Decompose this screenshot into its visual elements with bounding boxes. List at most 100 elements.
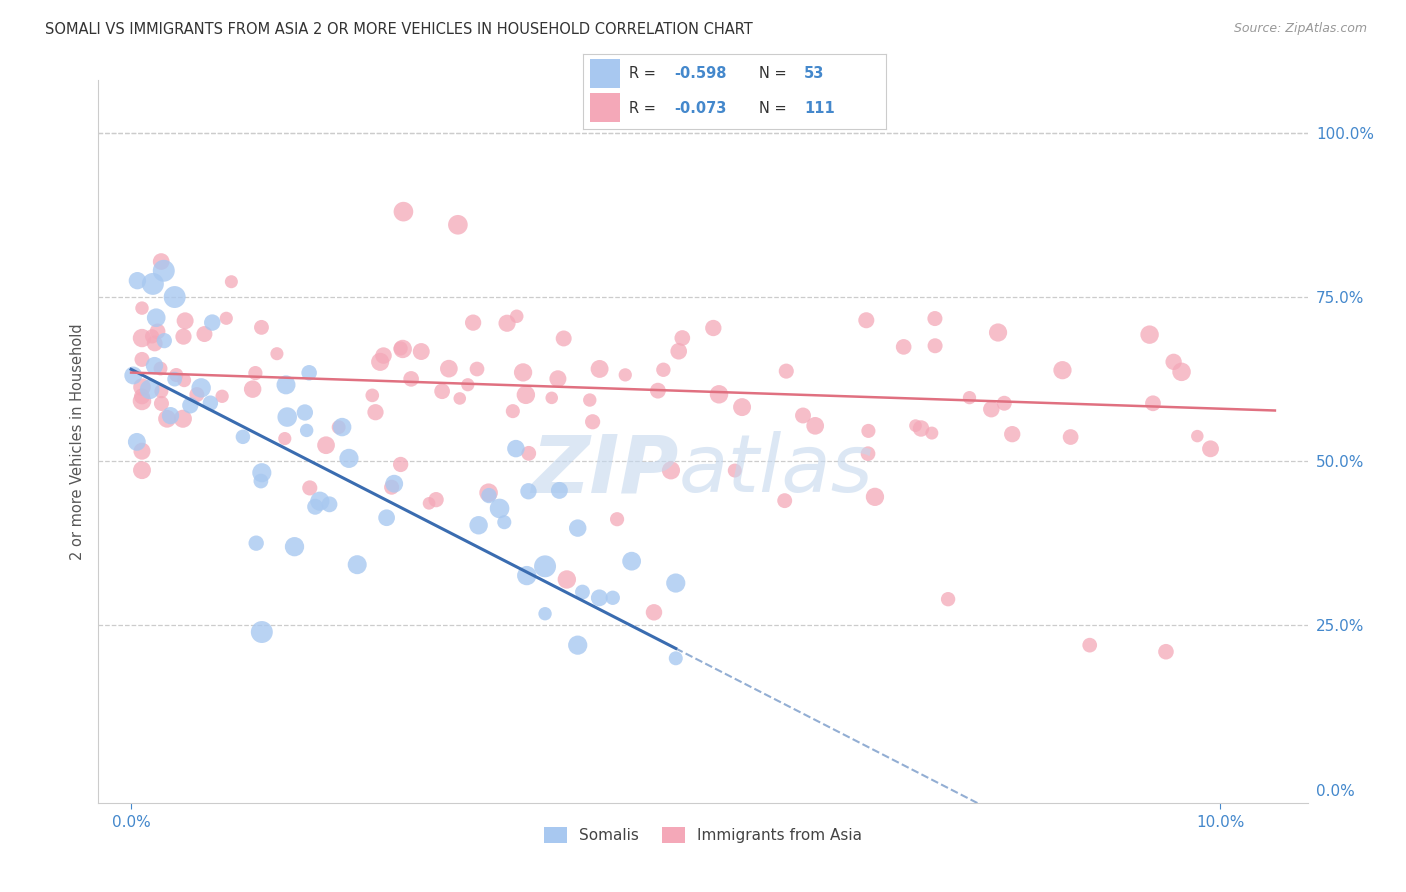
Point <box>242 382 264 396</box>
Point <box>150 254 173 268</box>
Point <box>548 483 571 498</box>
Y-axis label: 2 or more Vehicles in Household: 2 or more Vehicles in Household <box>70 323 86 560</box>
Text: SOMALI VS IMMIGRANTS FROM ASIA 2 OR MORE VEHICLES IN HOUSEHOLD CORRELATION CHART: SOMALI VS IMMIGRANTS FROM ASIA 2 OR MORE… <box>45 22 752 37</box>
Point <box>773 493 796 508</box>
Point <box>373 349 395 363</box>
Point <box>131 380 153 394</box>
Text: -0.073: -0.073 <box>675 101 727 116</box>
Point <box>652 363 675 377</box>
Text: 53: 53 <box>804 67 824 81</box>
Point <box>215 311 238 326</box>
Point <box>150 396 173 410</box>
Point <box>858 424 880 438</box>
Point <box>512 365 534 379</box>
Point <box>449 392 471 406</box>
Point <box>1187 429 1209 443</box>
Point <box>578 392 600 407</box>
Point <box>425 492 447 507</box>
Point <box>200 396 222 410</box>
Point <box>447 218 470 232</box>
Point <box>505 442 527 456</box>
Point <box>987 326 1010 340</box>
Point <box>477 485 499 500</box>
Point <box>614 368 637 382</box>
Point <box>515 388 537 402</box>
Point <box>382 476 405 491</box>
Point <box>250 466 273 480</box>
Point <box>647 384 669 398</box>
Point <box>298 481 321 495</box>
Point <box>146 325 169 339</box>
Point <box>399 372 422 386</box>
Point <box>517 484 540 499</box>
Point <box>173 373 195 387</box>
Point <box>172 411 194 425</box>
Point <box>143 336 166 351</box>
Point <box>274 377 297 392</box>
Point <box>668 344 690 359</box>
Point <box>731 400 754 414</box>
Point <box>588 591 610 605</box>
Point <box>153 334 176 348</box>
Point <box>457 377 479 392</box>
Point <box>174 314 197 328</box>
Point <box>534 559 557 574</box>
Point <box>294 405 316 419</box>
Point <box>361 388 384 402</box>
Point <box>506 310 529 324</box>
Point <box>381 480 404 494</box>
Point <box>555 573 578 587</box>
Point <box>588 362 610 376</box>
Point <box>250 474 273 488</box>
Point <box>274 432 297 446</box>
Point <box>295 424 318 438</box>
Point <box>138 382 160 396</box>
Point <box>581 415 603 429</box>
Point <box>959 391 981 405</box>
Point <box>266 347 288 361</box>
Point <box>389 342 412 356</box>
Point <box>567 521 589 535</box>
Point <box>463 316 485 330</box>
Point <box>122 368 145 383</box>
Point <box>141 329 163 343</box>
Point <box>190 381 212 395</box>
Point <box>517 446 540 460</box>
Point <box>152 264 174 278</box>
Point <box>131 352 153 367</box>
Point <box>496 316 519 330</box>
Point <box>172 329 194 343</box>
Point <box>315 438 337 452</box>
Point <box>389 458 412 472</box>
Point <box>159 409 181 423</box>
Point <box>1139 327 1161 342</box>
Point <box>910 421 932 435</box>
Point <box>232 430 254 444</box>
Point <box>131 331 153 345</box>
Point <box>201 316 224 330</box>
Point <box>804 418 827 433</box>
Point <box>1199 442 1222 456</box>
Point <box>131 463 153 477</box>
Point <box>211 389 233 403</box>
Point <box>467 518 489 533</box>
Point <box>337 451 360 466</box>
Point <box>392 204 415 219</box>
Point <box>163 372 186 386</box>
Point <box>221 275 243 289</box>
Point <box>659 463 682 477</box>
Point <box>904 418 927 433</box>
Point <box>643 605 665 619</box>
Text: N =: N = <box>759 101 792 116</box>
Point <box>328 420 350 434</box>
Point <box>330 420 353 434</box>
Point <box>149 361 172 376</box>
Point <box>1170 365 1192 379</box>
Point <box>131 301 153 315</box>
Point <box>1001 427 1024 442</box>
Point <box>250 625 273 640</box>
Point <box>143 359 166 373</box>
Point <box>792 409 814 423</box>
Point <box>131 389 153 403</box>
Point <box>936 592 959 607</box>
